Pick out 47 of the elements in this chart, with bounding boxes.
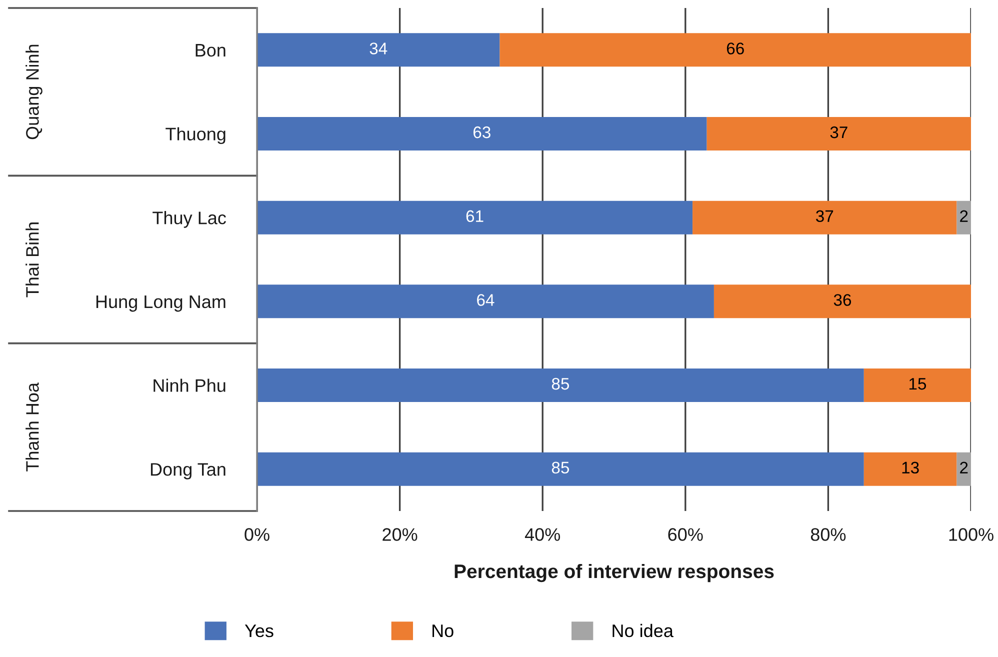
y-tick-label: Ninh Phu <box>154 378 226 392</box>
data-label: 34 <box>370 42 388 54</box>
x-tick-label: 20% <box>382 528 418 541</box>
y-tick-label: Thuong <box>166 127 226 144</box>
data-label: 61 <box>466 210 484 222</box>
y-tick-label: Hung Long Nam <box>96 296 226 312</box>
x-tick-label: 60% <box>668 528 703 541</box>
bar <box>864 368 971 402</box>
legend-label: Yes <box>244 624 274 638</box>
data-label: 63 <box>473 126 490 138</box>
y-tick-label: Thuy Lac <box>152 211 226 228</box>
bar <box>956 200 971 234</box>
data-label: 15 <box>909 378 926 390</box>
data-label: 85 <box>552 378 570 390</box>
data-label: 64 <box>477 294 494 306</box>
legend-label: No <box>432 624 454 638</box>
x-tick-label: 0% <box>244 528 270 541</box>
x-tick-label: 100% <box>949 528 994 541</box>
bar <box>257 116 707 151</box>
bar <box>956 452 971 486</box>
data-label: 85 <box>552 462 570 474</box>
bar <box>864 452 957 486</box>
data-label: 13 <box>902 462 919 474</box>
text: Thai Binh <box>26 222 39 298</box>
x-tick-label: 40% <box>524 528 560 541</box>
data-label: 2 <box>960 462 968 474</box>
bar <box>257 33 500 67</box>
legend-label: No idea <box>612 624 674 638</box>
bar <box>257 284 714 318</box>
bar <box>257 368 864 402</box>
y-tick-label: Dong Tan <box>150 463 226 480</box>
bar <box>500 33 971 67</box>
x-tick-label: 80% <box>810 528 846 541</box>
bar <box>257 200 693 234</box>
bar <box>706 116 971 151</box>
data-label: 37 <box>816 210 834 222</box>
text: Thanh Hoa <box>26 382 39 472</box>
data-label: 2 <box>960 210 968 222</box>
data-label: 36 <box>834 294 852 306</box>
data-label: 66 <box>726 42 744 54</box>
bar <box>257 452 864 486</box>
x-axis-title: Percentage of interview responses <box>454 564 774 582</box>
text: Quang Ninh <box>26 44 42 140</box>
bar <box>714 284 971 318</box>
bar <box>692 200 957 234</box>
data-label: 37 <box>830 126 848 138</box>
y-tick-label: Bon <box>196 44 226 57</box>
